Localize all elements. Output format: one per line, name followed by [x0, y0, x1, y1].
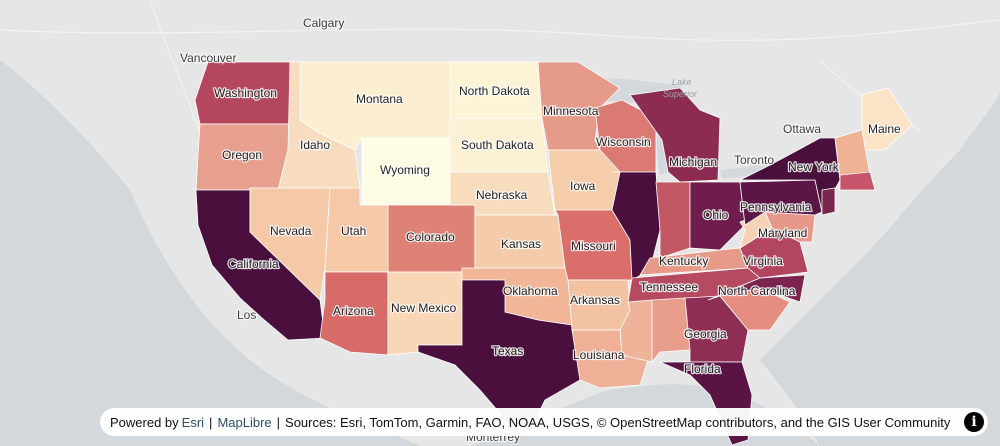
state-label-maryland: Maryland [758, 226, 807, 240]
state-label-colorado: Colorado [406, 230, 455, 244]
water-label-lake: Lake [672, 77, 692, 87]
state-label-michigan: Michigan [669, 155, 717, 169]
state-label-wisconsin: Wisconsin [596, 135, 651, 149]
city-label-toronto: Toronto [734, 153, 774, 167]
esri-link[interactable]: Esri [181, 414, 205, 430]
state-label-arizona: Arizona [333, 304, 374, 318]
attribution-separator-2: | [276, 414, 281, 430]
state-label-montana: Montana [356, 92, 403, 106]
state-label-nevada: Nevada [270, 224, 312, 238]
state-label-ohio: Ohio [703, 208, 729, 222]
state-label-missouri: Missouri [571, 239, 616, 253]
state-label-new-york: New York [788, 160, 840, 174]
state-label-texas: Texas [492, 344, 523, 358]
state-label-tennessee: Tennessee [640, 280, 698, 294]
state-label-utah: Utah [341, 224, 366, 238]
state-labels: Washington Oregon California Idaho Nevad… [213, 83, 902, 377]
maplibre-link[interactable]: MapLibre [217, 414, 272, 430]
state-ohio[interactable] [689, 181, 746, 251]
state-label-maine: Maine [868, 122, 901, 136]
state-label-kentucky: Kentucky [659, 254, 708, 268]
state-label-california: California [228, 257, 279, 271]
state-label-north-dakota: North Dakota [459, 84, 530, 98]
state-label-virginia: Virginia [743, 254, 783, 268]
info-icon[interactable]: i [964, 412, 984, 432]
state-label-north-carolina: North Carolina [718, 284, 796, 298]
state-label-oklahoma: Oklahoma [503, 284, 558, 298]
state-michigan[interactable] [629, 87, 721, 183]
state-label-washington: Washington [214, 86, 277, 100]
state-maine[interactable] [861, 87, 913, 151]
state-label-florida: Florida [684, 362, 721, 376]
city-label-calgary: Calgary [303, 16, 344, 30]
state-massachusetts[interactable] [839, 171, 876, 191]
state-nevada[interactable] [249, 187, 331, 301]
attribution-sources: Sources: Esri, TomTom, Garmin, FAO, NOAA… [285, 414, 951, 430]
state-indiana[interactable] [655, 181, 691, 259]
state-label-arkansas: Arkansas [570, 293, 620, 307]
state-label-georgia: Georgia [684, 327, 727, 341]
state-label-pennsylvania: Pennsylvania [740, 200, 812, 214]
city-label-vancouver: Vancouver [180, 51, 236, 65]
state-label-kansas: Kansas [501, 237, 541, 251]
city-label-ottawa: Ottawa [783, 122, 821, 136]
state-label-new-mexico: New Mexico [391, 301, 457, 315]
state-label-oregon: Oregon [222, 148, 262, 162]
state-label-louisiana: Louisiana [573, 348, 625, 362]
attribution-separator: | [209, 414, 213, 430]
state-label-idaho: Idaho [300, 138, 330, 152]
state-label-iowa: Iowa [570, 179, 596, 193]
state-alabama[interactable] [651, 297, 691, 364]
water-label-superior: Superior [663, 89, 698, 99]
city-label-los: Los [237, 308, 256, 322]
state-label-nebraska: Nebraska [476, 188, 528, 202]
state-minnesota[interactable] [537, 61, 621, 151]
state-label-minnesota: Minnesota [543, 104, 599, 118]
water-labels: Lake Superior [663, 77, 698, 99]
state-label-wyoming: Wyoming [380, 163, 430, 177]
state-label-south-dakota: South Dakota [461, 138, 534, 152]
map-attribution: Powered by Esri | MapLibre | Sources: Es… [100, 408, 988, 436]
state-new-jersey[interactable] [821, 187, 836, 216]
attribution-prefix: Powered by [110, 414, 179, 430]
